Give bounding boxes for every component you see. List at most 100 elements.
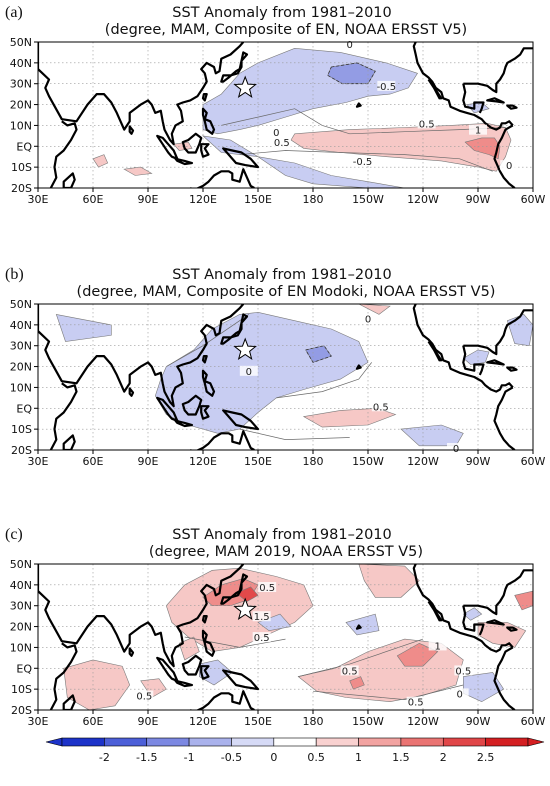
contour-label: 0.5 <box>408 698 424 709</box>
warm-anomaly-arabian-sea <box>92 154 109 168</box>
y-tick-label: 40N <box>10 579 32 592</box>
panel-subtitle: (degree, MAM, Composite of EN Modoki, NO… <box>77 284 496 300</box>
negative-contour-line <box>327 62 376 85</box>
x-tick-label: 150W <box>352 455 384 468</box>
cool-anomaly-gulf-of-mexico <box>462 349 490 365</box>
south-america-coastline <box>493 124 516 188</box>
sri-lanka <box>128 387 135 397</box>
y-tick-label: EQ <box>16 402 32 415</box>
panel-label: (c) <box>5 526 23 543</box>
colorbar-label: -2 <box>99 751 110 764</box>
y-tick-label: 20S <box>11 182 32 195</box>
australia-coastline <box>190 690 255 710</box>
contour-label: 0 <box>273 128 279 139</box>
cool-anomaly-tropical-west-pacific <box>202 135 405 188</box>
south-america-coastline <box>493 386 516 450</box>
x-tick-label: 150E <box>244 193 272 206</box>
warm-anomaly-kuroshio-core <box>235 586 259 602</box>
x-tick-label: 150W <box>352 193 384 206</box>
y-tick-label: 10N <box>10 119 32 132</box>
north-america-coastline <box>412 564 514 653</box>
y-tick-label: 30N <box>10 340 32 353</box>
eurasia-coastline <box>38 564 245 668</box>
cool-anomaly-gulf-of-mexico <box>462 607 483 621</box>
cool-anomaly-southeast-pacific <box>400 424 464 447</box>
contour-label: 0 <box>456 689 462 700</box>
negative-contour-line <box>305 345 332 363</box>
map-panel-svg: (b) SST Anomaly from 1981–2010(degree, MA… <box>5 266 546 468</box>
cuba <box>486 619 505 626</box>
x-tick-label: 150E <box>244 715 272 728</box>
philippines <box>201 629 216 657</box>
y-tick-label: 50N <box>10 36 32 49</box>
x-tick-label: 120E <box>189 455 217 468</box>
contour-label: 0 <box>246 367 252 378</box>
australia-coastline <box>190 430 255 450</box>
contour-label-bg <box>135 690 154 701</box>
zero-contour-line <box>221 108 506 135</box>
contour-label: 0.5 <box>455 666 471 677</box>
eurasia-coastline <box>38 304 245 408</box>
panel-title: SST Anomaly from 1981–2010 <box>172 267 392 283</box>
contour-label-bg <box>267 126 286 137</box>
contour-label: 0.5 <box>274 138 290 149</box>
x-tick-label: 60E <box>83 193 104 206</box>
java <box>174 157 194 166</box>
madagascar <box>62 434 76 450</box>
x-tick-label: 180 <box>303 715 324 728</box>
y-tick-label: 20S <box>11 704 32 717</box>
coastlines <box>38 42 533 188</box>
madagascar <box>62 694 76 710</box>
x-tick-label: 60E <box>83 715 104 728</box>
warm-anomaly-south-china-sea <box>178 636 200 661</box>
sulawesi <box>200 665 210 680</box>
baja-california <box>427 600 443 622</box>
y-tick-label: 20N <box>10 99 32 112</box>
colorbar-label: 1 <box>355 751 362 764</box>
star-icon <box>233 75 257 98</box>
australia-coastline <box>190 168 255 188</box>
hispaniola <box>506 366 518 372</box>
y-tick-label: EQ <box>16 662 32 675</box>
colorbar-swatch <box>358 737 402 747</box>
colorbar-label: 2 <box>440 751 447 764</box>
panel-label: (a) <box>5 4 23 21</box>
zero-contour-line <box>312 684 464 700</box>
contour-label-bg <box>371 401 390 412</box>
x-tick-label: 150W <box>352 715 384 728</box>
x-tick-label: 120E <box>189 193 217 206</box>
y-tick-label: 10S <box>11 683 32 696</box>
map-frame <box>37 563 534 711</box>
x-tick-label: 30E <box>28 193 49 206</box>
x-tick-label: 150E <box>244 455 272 468</box>
x-tick-label: 90W <box>466 455 491 468</box>
colorbar-label: -1.5 <box>136 751 157 764</box>
philippines <box>201 107 216 135</box>
new-guinea <box>222 669 260 691</box>
panel-title: SST Anomaly from 1981–2010 <box>172 527 392 543</box>
contour-label-bg <box>428 640 447 651</box>
panel-b: (b) SST Anomaly from 1981–2010 (degree, MA… <box>0 262 550 512</box>
contour-label-bg <box>454 665 473 676</box>
map-panel-svg: (c) SST Anomaly from 1981–2010(degree, MA… <box>5 526 546 728</box>
x-tick-label: 60E <box>83 455 104 468</box>
y-tick-label: 20S <box>11 444 32 457</box>
contour-label-bg <box>450 688 469 699</box>
africa-coastline <box>49 382 78 450</box>
taiwan <box>201 354 208 364</box>
x-tick-label: 120E <box>189 715 217 728</box>
java <box>174 419 194 428</box>
y-tick-label: EQ <box>16 140 32 153</box>
sri-lanka <box>128 647 135 657</box>
contour-label: 0 <box>365 315 371 326</box>
colorbar: -2 -1.5 -1 -0.5 0 0.5 1 1.5 2 2.5 <box>0 728 550 781</box>
colorbar-label: 1.5 <box>392 751 410 764</box>
x-tick-label: 90E <box>138 193 159 206</box>
south-america-coastline <box>493 646 516 710</box>
x-tick-label: 30E <box>28 715 49 728</box>
contour-label: 1 <box>475 126 481 137</box>
hawaii <box>355 102 362 108</box>
warm-anomaly-indian-ocean <box>63 659 131 710</box>
warm-anomaly-south-indian <box>123 166 153 176</box>
colorbar-label: 0.5 <box>307 751 325 764</box>
